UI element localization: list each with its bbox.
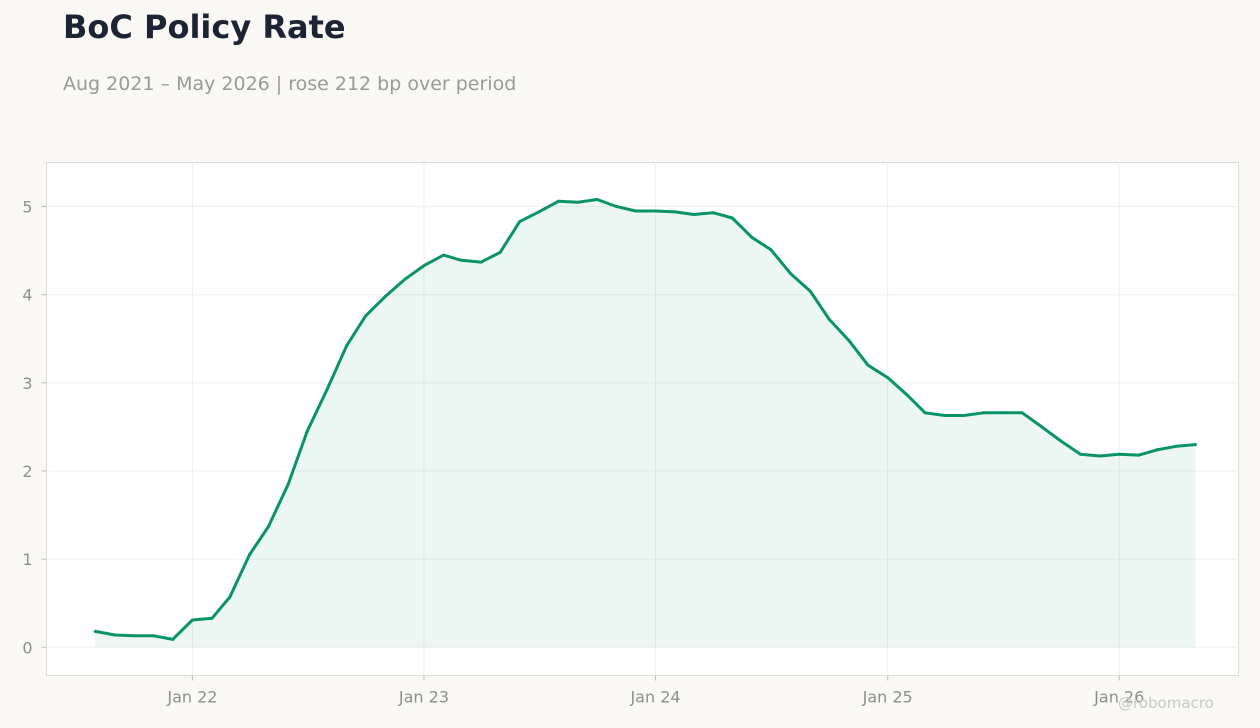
data-point: [847, 339, 851, 343]
data-point: [634, 209, 638, 213]
chart-subtitle: Aug 2021 – May 2026 | rose 212 bp over p…: [63, 73, 517, 95]
y-tick-label: 3: [22, 374, 32, 393]
data-point: [923, 411, 927, 415]
data-point: [769, 248, 773, 252]
data-point: [1193, 443, 1197, 447]
data-point: [248, 553, 251, 557]
data-point: [210, 616, 214, 620]
data-point: [1059, 439, 1063, 443]
data-point: [1001, 411, 1004, 415]
y-tick-label: 1: [22, 550, 32, 569]
series-line: [93, 198, 1197, 641]
data-point: [808, 289, 812, 293]
data-point: [615, 205, 619, 209]
data-point: [654, 209, 657, 213]
chart-title: BoC Policy Rate: [63, 8, 346, 46]
data-point: [673, 210, 677, 214]
data-point: [132, 634, 136, 638]
data-point: [152, 634, 156, 638]
data-point: [383, 295, 387, 298]
data-point: [1079, 452, 1082, 456]
data-point: [730, 216, 734, 220]
data-point: [113, 633, 117, 637]
data-point: [345, 344, 349, 348]
x-tick-label: Jan 22: [166, 688, 217, 707]
watermark: @robomacro: [1118, 694, 1214, 712]
data-point: [943, 414, 947, 417]
data-point: [1020, 411, 1024, 415]
data-point: [537, 210, 541, 214]
data-point: [325, 388, 329, 392]
data-point: [595, 198, 599, 201]
x-tick-label: Jan 24: [629, 688, 680, 707]
data-point: [711, 211, 715, 215]
data-point: [93, 629, 97, 633]
data-point: [422, 264, 426, 268]
data-point: [364, 314, 368, 318]
data-point: [228, 595, 232, 599]
x-tick-label: Jan 26: [1093, 688, 1144, 707]
data-point: [498, 250, 502, 254]
data-point: [905, 393, 909, 397]
data-point: [479, 260, 483, 264]
x-tick-label: Jan 25: [862, 688, 913, 707]
y-axis: 0 1 2 3 4 5: [22, 198, 47, 657]
data-point: [190, 618, 194, 622]
data-point: [442, 253, 446, 257]
data-point: [827, 317, 831, 321]
x-axis: Jan 22 Jan 23 Jan 24 Jan 25 Jan 26: [166, 675, 1144, 707]
data-point: [171, 637, 175, 641]
data-point: [286, 482, 290, 486]
data-point: [1117, 452, 1121, 456]
y-tick-label: 0: [22, 638, 32, 657]
data-point: [789, 272, 793, 276]
data-point: [402, 278, 406, 282]
data-point: [692, 213, 696, 216]
plot-area: [46, 162, 1239, 676]
data-point: [1155, 448, 1159, 452]
data-point: [518, 220, 522, 224]
data-point: [267, 525, 270, 528]
data-point: [1174, 444, 1178, 448]
grid: [46, 162, 1239, 676]
data-point: [1098, 454, 1102, 458]
data-point: [750, 235, 754, 239]
data-point: [1040, 425, 1044, 429]
data-point: [962, 414, 966, 417]
y-tick-label: 2: [22, 462, 32, 481]
data-point: [556, 199, 560, 203]
data-point: [576, 200, 580, 204]
line-layer: [93, 198, 1197, 641]
data-point: [982, 411, 985, 415]
data-point: [1137, 453, 1141, 457]
x-tick-label: Jan 23: [398, 688, 449, 707]
y-tick-label: 4: [22, 286, 32, 305]
y-tick-label: 5: [22, 198, 32, 217]
data-point: [886, 376, 890, 380]
data-point: [459, 258, 463, 262]
data-point: [305, 429, 309, 433]
data-point: [866, 363, 870, 367]
